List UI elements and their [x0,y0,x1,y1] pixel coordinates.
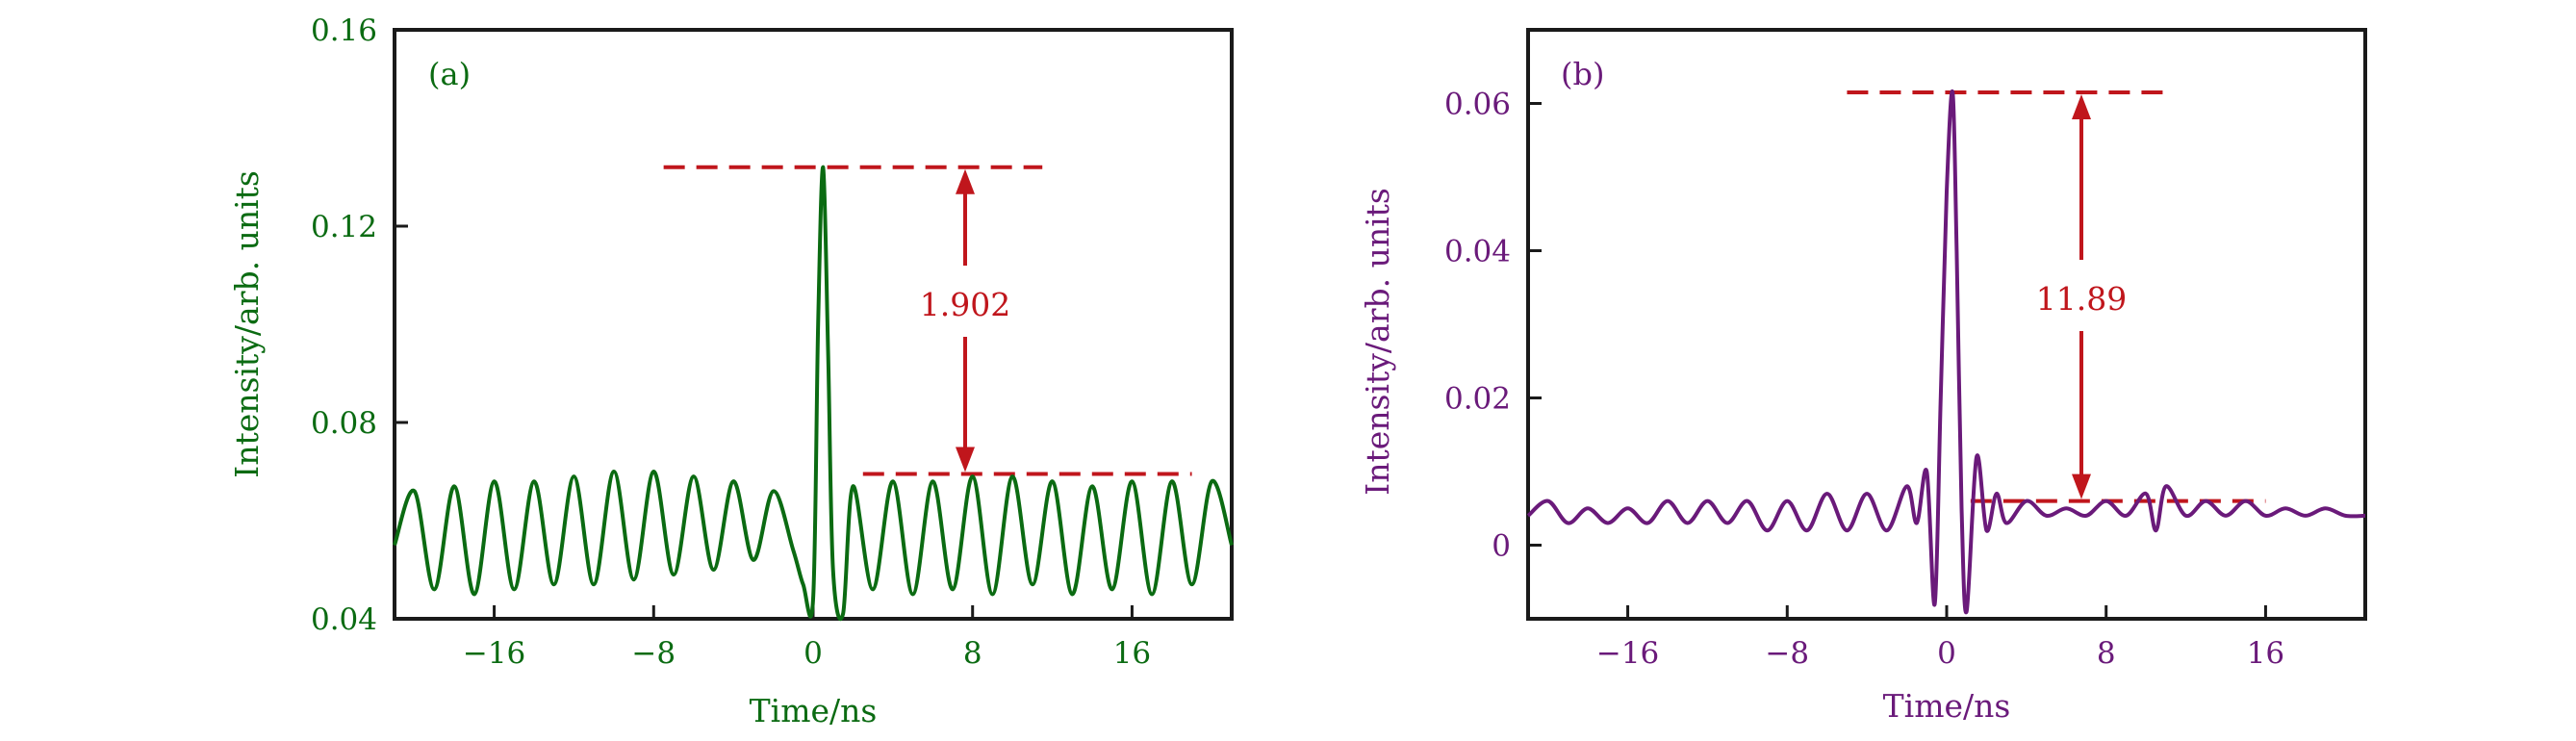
series-line-b [1526,89,2366,615]
x-tick-label: −8 [1765,636,1809,671]
x-axis-label-b: Time/ns [1883,687,2011,725]
arrow-head-down [2072,473,2091,499]
x-tick-label: −8 [631,636,676,671]
y-tick-label: 0.08 [311,406,377,441]
y-tick-label: 0.04 [1444,235,1511,269]
x-tick-label: 16 [2247,636,2284,671]
y-tick-label: 0.12 [311,210,377,244]
series-line-a [393,165,1234,622]
x-tick-label: 0 [803,636,823,671]
x-tick-label: 0 [1937,636,1956,671]
chart-panel-b: −16 −8 0 8 16 0 0.02 0.04 0.06 (b) 11.89 Time/ns… [1359,28,2367,725]
y-tick-label: 0.16 [311,13,377,48]
arrow-head-up [956,168,975,194]
panel-label-b: (b) [1561,56,1604,92]
y-tick-label: 0.02 [1444,382,1511,417]
x-tick-label: 8 [963,636,982,671]
x-tick-label: 8 [2097,636,2116,671]
x-tick-label: 16 [1113,636,1151,671]
reference-lines-a [663,165,1192,476]
arrow-head-up [2072,94,2091,120]
tick-marks-a: −16 −8 0 8 16 0.04 0.08 0.12 0.16 [311,13,1151,671]
reference-lines-b [1847,90,2266,503]
arrow-head-down [956,447,975,473]
y-tick-label: 0 [1492,529,1511,564]
x-tick-label: −16 [1596,636,1659,671]
annotation-label-b: 11.89 [2036,280,2127,318]
plot-frame-b [1526,28,2367,621]
y-tick-label: 0.04 [311,602,377,637]
chart-panel-a: −16 −8 0 8 16 0.04 0.08 0.12 0.16 (a) 1.902 Time… [228,13,1234,729]
x-axis-label-a: Time/ns [750,692,878,729]
annotation-label-a: 1.902 [920,286,1010,323]
tick-marks-b: −16 −8 0 8 16 0 0.02 0.04 0.06 [1444,88,2284,672]
panel-label-a: (a) [428,56,471,92]
y-axis-label-b: Intensity/arb. units [1359,188,1396,496]
x-tick-label: −16 [463,636,525,671]
y-tick-label: 0.06 [1444,88,1511,122]
y-axis-label-a: Intensity/arb. units [228,170,266,478]
